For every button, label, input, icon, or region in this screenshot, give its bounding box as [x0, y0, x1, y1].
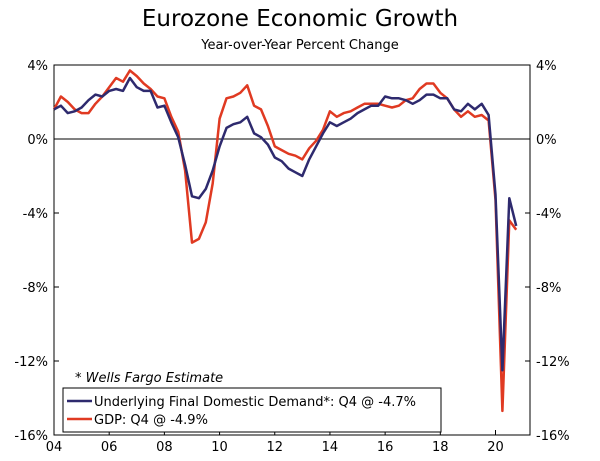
y-tick-label-right: 4% — [536, 59, 557, 74]
legend-box — [62, 387, 442, 433]
x-tick-label: 04 — [46, 440, 63, 455]
x-tick-label: 18 — [432, 440, 449, 455]
x-tick-label: 10 — [211, 440, 228, 455]
chart-title: Eurozone Economic Growth — [141, 6, 459, 32]
x-tick-label: 16 — [377, 440, 394, 455]
series-line-demand — [53, 76, 518, 372]
legend: Underlying Final Domestic Demand*: Q4 @ … — [62, 387, 442, 433]
y-tick-label-left: 4% — [27, 59, 48, 74]
y-tick-label-left: -4% — [23, 207, 48, 222]
plot-frame — [53, 64, 531, 436]
y-tick-label-right: -16% — [536, 429, 570, 444]
chart-subtitle: Year-over-Year Percent Change — [201, 38, 399, 53]
x-tick-label: 08 — [156, 440, 173, 455]
x-tick-label: 14 — [322, 440, 339, 455]
legend-label-demand: Underlying Final Domestic Demand*: Q4 @ … — [94, 395, 416, 410]
x-tick-label: 12 — [266, 440, 283, 455]
y-tick-label-right: 0% — [536, 133, 557, 148]
x-tick-label: 20 — [487, 440, 504, 455]
series-line-gdp — [52, 69, 518, 413]
y-tick-label-right: -4% — [536, 207, 561, 222]
x-tick-label: 06 — [101, 440, 118, 455]
estimate-note: * Wells Fargo Estimate — [75, 371, 223, 386]
y-tick-label-left: 0% — [27, 133, 48, 148]
y-tick-label-left: -8% — [23, 281, 48, 296]
legend-label-gdp: GDP: Q4 @ -4.9% — [94, 413, 208, 428]
y-tick-label-right: -8% — [536, 281, 561, 296]
y-tick-label-right: -12% — [536, 355, 570, 370]
y-tick-label-left: -12% — [14, 355, 48, 370]
y-tick-label-left: -16% — [14, 429, 48, 444]
